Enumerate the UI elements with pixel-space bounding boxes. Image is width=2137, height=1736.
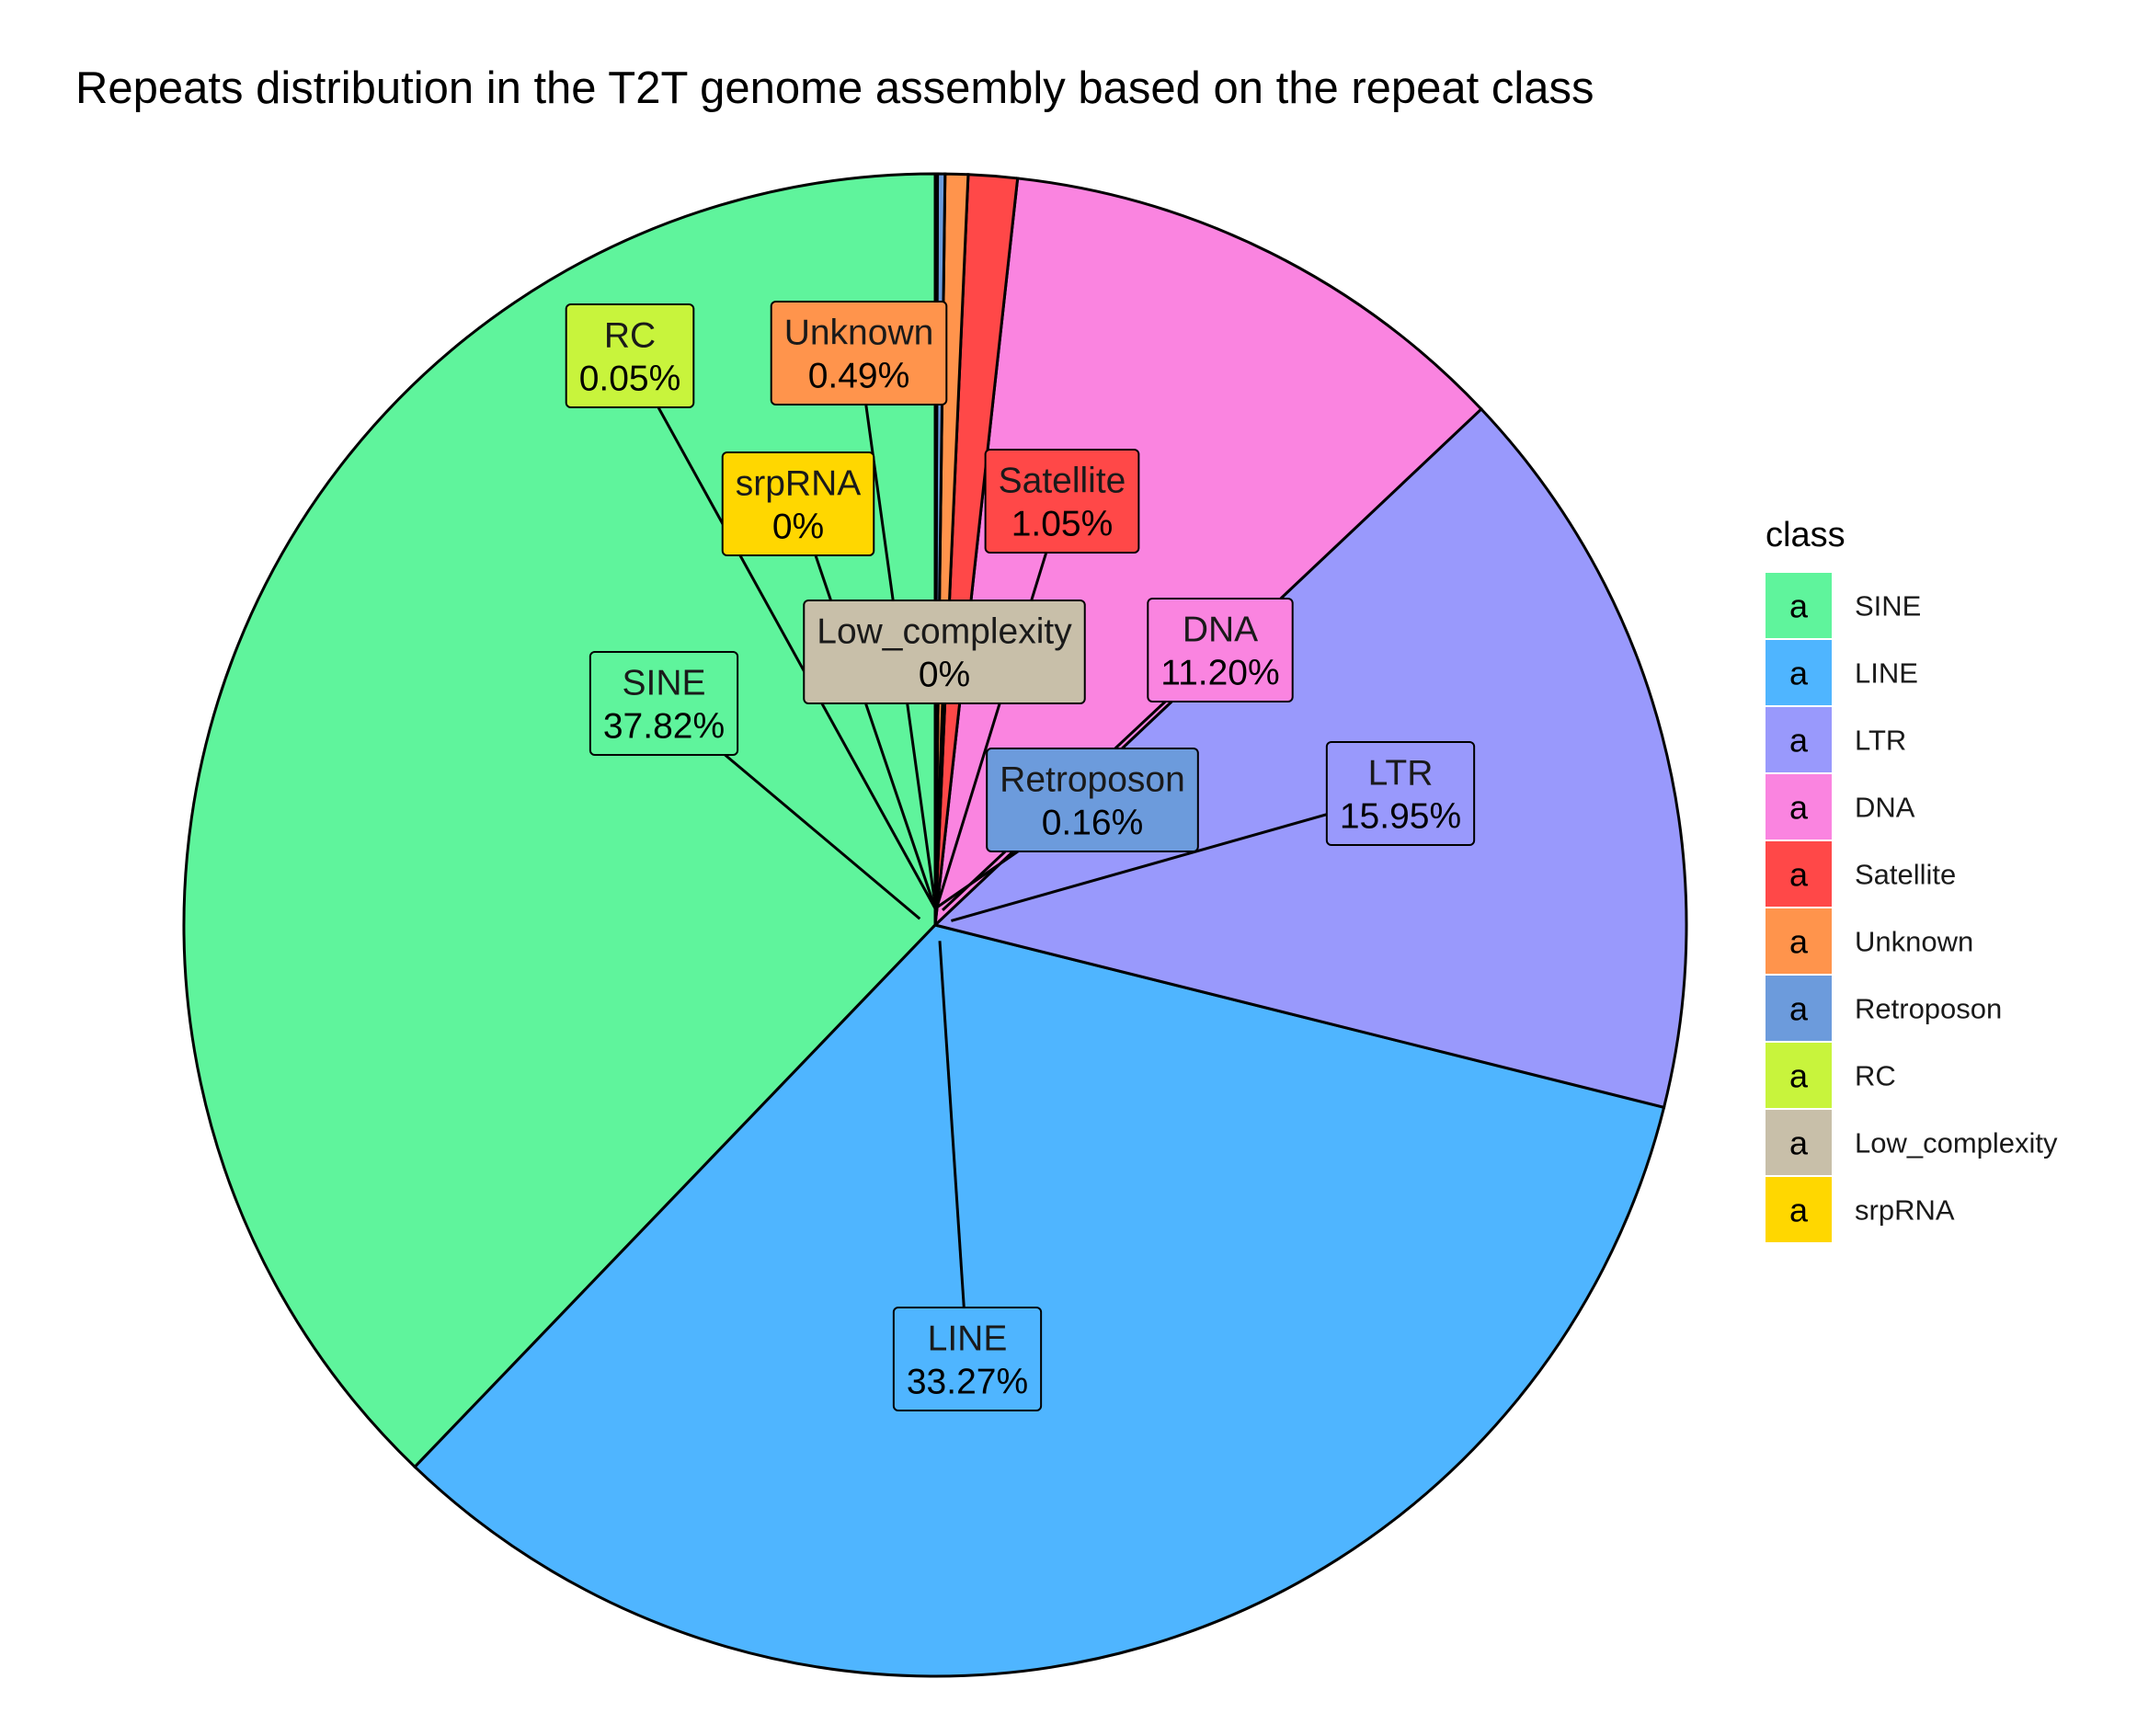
slice-label-name: LINE bbox=[928, 1319, 1008, 1359]
leader-line-rc bbox=[628, 355, 937, 909]
legend-key-glyph: a bbox=[1789, 1192, 1809, 1229]
slice-label-name: Unknown bbox=[784, 314, 934, 353]
legend-label: Low_complexity bbox=[1855, 1127, 2058, 1159]
slice-label-box bbox=[892, 1307, 1043, 1411]
slice-label-name: Retroposon bbox=[1000, 760, 1185, 800]
legend-key-glyph: a bbox=[1789, 1125, 1809, 1162]
slice-label-value: 15.95% bbox=[1340, 797, 1461, 837]
slice-label-line: LINE 33.27% bbox=[892, 1307, 1043, 1411]
legend-label: LINE bbox=[1855, 657, 1918, 690]
legend-item-satellite: a Satellite bbox=[1766, 841, 1956, 907]
legend-key-glyph: a bbox=[1789, 856, 1809, 894]
slice-label-box bbox=[1147, 598, 1294, 702]
legend-label: SINE bbox=[1855, 590, 1921, 622]
legend-key bbox=[1766, 707, 1832, 772]
pie-slice-line bbox=[413, 923, 1666, 1678]
slice-label-value: 11.20% bbox=[1160, 654, 1279, 693]
legend-key-glyph: a bbox=[1789, 722, 1809, 760]
slice-label-name: Low_complexity bbox=[817, 612, 1072, 652]
slice-label-unknown: Unknown 0.49% bbox=[770, 301, 948, 405]
legend-item-ltr: a LTR bbox=[1766, 707, 1906, 772]
slice-label-name: DNA bbox=[1183, 611, 1258, 650]
legend-key-glyph: a bbox=[1789, 588, 1809, 625]
legend-key bbox=[1766, 573, 1832, 638]
slice-label-low-complexity: Low_complexity 0% bbox=[803, 600, 1086, 704]
legend: class a SINE a LINE a LTR a DNA a Satellite a Unkno… bbox=[1766, 516, 2058, 1242]
slice-label-value: 0.16% bbox=[1042, 804, 1144, 843]
slice-label-srprna: srpRNA 0% bbox=[721, 451, 875, 556]
slice-label-name: srpRNA bbox=[736, 464, 862, 504]
slice-label-box bbox=[565, 303, 695, 408]
legend-item-line: a LINE bbox=[1766, 640, 1918, 705]
legend-item-dna: a DNA bbox=[1766, 774, 1915, 839]
slice-label-box bbox=[770, 301, 948, 405]
legend-key bbox=[1766, 908, 1832, 974]
legend-key bbox=[1766, 640, 1832, 705]
slice-label-dna: DNA 11.20% bbox=[1147, 598, 1294, 702]
legend-key bbox=[1766, 1177, 1832, 1242]
slice-label-box bbox=[1325, 741, 1476, 846]
slice-label-box bbox=[589, 651, 739, 756]
legend-item-sine: a SINE bbox=[1766, 573, 1921, 638]
slice-label-value: 0.49% bbox=[808, 357, 910, 396]
legend-label: DNA bbox=[1855, 792, 1915, 824]
slice-label-name: SINE bbox=[622, 664, 705, 703]
legend-key-glyph: a bbox=[1789, 990, 1809, 1028]
slice-label-value: 37.82% bbox=[603, 707, 725, 747]
legend-item-retroposon: a Retroposon bbox=[1766, 976, 2002, 1041]
legend-label: Satellite bbox=[1855, 859, 1956, 891]
legend-key bbox=[1766, 1043, 1832, 1108]
chart-title: Repeats distribution in the T2T genome a… bbox=[75, 63, 1594, 113]
legend-key-glyph: a bbox=[1789, 789, 1809, 827]
legend-title: class bbox=[1766, 516, 1846, 554]
slice-label-box bbox=[721, 451, 875, 556]
slice-label-box bbox=[803, 600, 1086, 704]
legend-key-glyph: a bbox=[1789, 655, 1809, 692]
slice-label-name: Satellite bbox=[999, 462, 1126, 501]
pie-slice-ltr bbox=[931, 406, 1688, 1110]
slice-label-sine: SINE 37.82% bbox=[589, 651, 739, 756]
legend-label: Retroposon bbox=[1855, 993, 2002, 1025]
legend-label: RC bbox=[1855, 1060, 1896, 1092]
slice-label-satellite: Satellite 1.05% bbox=[984, 449, 1140, 554]
slice-label-box bbox=[984, 449, 1140, 554]
slice-label-box bbox=[986, 748, 1199, 852]
slice-label-value: 0% bbox=[919, 656, 970, 695]
slice-label-retroposon: Retroposon 0.16% bbox=[986, 748, 1199, 852]
slice-label-name: LTR bbox=[1368, 754, 1434, 794]
legend-item-unknown: a Unknown bbox=[1766, 908, 1973, 974]
legend-item-srprna: a srpRNA bbox=[1766, 1177, 1955, 1242]
slice-label-name: RC bbox=[604, 316, 656, 356]
leader-line-line bbox=[938, 941, 969, 1360]
legend-label: srpRNA bbox=[1855, 1194, 1955, 1227]
legend-label: LTR bbox=[1855, 725, 1906, 757]
leader-line-ltr bbox=[951, 792, 1401, 922]
legend-key bbox=[1766, 1110, 1832, 1175]
legend-item-rc: a RC bbox=[1766, 1043, 1896, 1108]
pie-slice-dna bbox=[933, 177, 1483, 929]
slice-label-value: 1.05% bbox=[1011, 505, 1114, 544]
leader-line-satellite bbox=[934, 500, 1064, 909]
slice-label-rc: RC 0.05% bbox=[565, 303, 695, 408]
slice-label-value: 33.27% bbox=[907, 1363, 1028, 1402]
legend-key-glyph: a bbox=[1789, 923, 1809, 961]
legend-key bbox=[1766, 774, 1832, 839]
legend-key bbox=[1766, 976, 1832, 1041]
slice-label-value: 0% bbox=[772, 508, 824, 547]
leader-line-srprna bbox=[796, 503, 937, 909]
slice-label-value: 0.05% bbox=[579, 360, 681, 399]
legend-key bbox=[1766, 841, 1832, 907]
legend-label: Unknown bbox=[1855, 926, 1973, 958]
legend-item-low-complexity: a Low_complexity bbox=[1766, 1110, 2058, 1175]
legend-items: a SINE a LINE a LTR a DNA a Satellite a Unknown a Ret… bbox=[1766, 573, 2058, 1242]
legend-key-glyph: a bbox=[1789, 1057, 1809, 1095]
